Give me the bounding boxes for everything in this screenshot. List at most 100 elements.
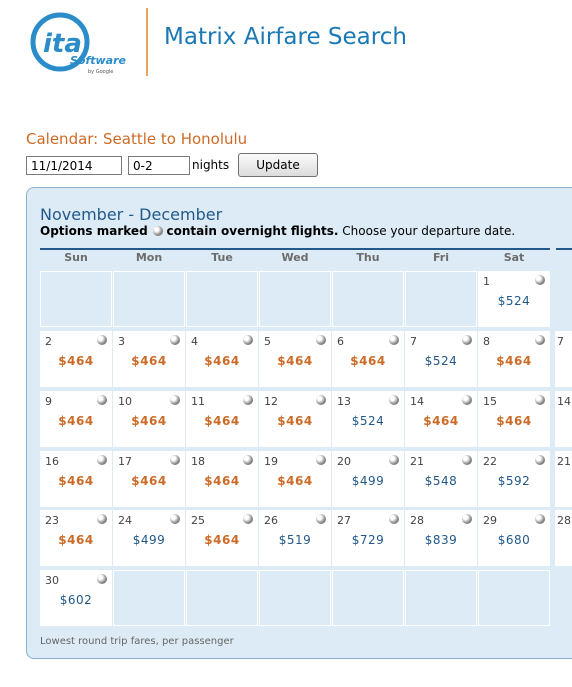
fare-footnote: Lowest round trip fares, per passenger xyxy=(40,636,234,647)
calendar-day-cell[interactable]: 14 $464 xyxy=(405,391,477,447)
fare-price-link[interactable]: $524 xyxy=(424,354,458,368)
fare-price-link[interactable]: $464 xyxy=(58,414,94,428)
fare-price-link[interactable]: $464 xyxy=(131,474,167,488)
fare-price-link[interactable]: $464 xyxy=(58,354,94,368)
calendar-day-cell[interactable]: 22 $592 xyxy=(478,451,550,507)
weekday-header: Sat xyxy=(503,251,525,264)
fare-price-link[interactable]: $519 xyxy=(278,533,312,547)
fare-price-link[interactable]: $464 xyxy=(496,414,532,428)
calendar-day-cell[interactable]: 30 $602 xyxy=(40,570,112,626)
fare-price-link[interactable]: $464 xyxy=(58,474,94,488)
fare-price-link[interactable]: $464 xyxy=(204,414,240,428)
calendar-day-cell[interactable]: 4 $464 xyxy=(186,331,258,387)
overnight-icon xyxy=(316,335,326,345)
fare-price-link[interactable]: $464 xyxy=(423,414,459,428)
fare-price-link[interactable]: $729 xyxy=(351,533,385,547)
day-number: 7 xyxy=(410,335,417,348)
fare-price-link[interactable]: $464 xyxy=(277,474,313,488)
fare-price-link[interactable]: $592 xyxy=(497,474,531,488)
next-month-day-cell[interactable]: 21 xyxy=(555,451,572,507)
calendar-day-cell[interactable]: 28 $839 xyxy=(405,510,477,566)
day-number: 16 xyxy=(45,455,59,468)
calendar-day-cell[interactable]: 13 $524 xyxy=(332,391,404,447)
fare-price-link[interactable]: $602 xyxy=(59,593,93,607)
day-number: 27 xyxy=(337,514,351,527)
overnight-icon xyxy=(170,455,180,465)
overnight-icon xyxy=(170,514,180,524)
calendar-day-cell[interactable]: 15 $464 xyxy=(478,391,550,447)
day-number: 14 xyxy=(410,395,424,408)
fare-price-link[interactable]: $499 xyxy=(351,474,385,488)
calendar-day-cell[interactable]: 5 $464 xyxy=(259,331,331,387)
fare-price-link[interactable]: $524 xyxy=(497,294,531,308)
departure-date-input[interactable] xyxy=(26,156,122,175)
calendar-day-cell[interactable]: 8 $464 xyxy=(478,331,550,387)
fare-price-link[interactable]: $839 xyxy=(424,533,458,547)
fare-price-link[interactable]: $464 xyxy=(496,354,532,368)
calendar-day-cell[interactable]: 23 $464 xyxy=(40,510,112,566)
day-number: 3 xyxy=(118,335,125,348)
update-button[interactable]: Update xyxy=(238,153,318,177)
empty-day-cell xyxy=(186,271,258,327)
day-number: 19 xyxy=(264,455,278,468)
weekday-header: Mon xyxy=(135,251,163,264)
fare-price-link[interactable]: $464 xyxy=(277,414,313,428)
overnight-icon xyxy=(389,455,399,465)
calendar-day-cell[interactable]: 10 $464 xyxy=(113,391,185,447)
calendar-day-cell[interactable]: 16 $464 xyxy=(40,451,112,507)
calendar-day-cell[interactable]: 19 $464 xyxy=(259,451,331,507)
overnight-icon xyxy=(97,335,107,345)
overnight-icon xyxy=(316,455,326,465)
fare-price-link[interactable]: $464 xyxy=(131,414,167,428)
overnight-icon xyxy=(243,335,253,345)
empty-day-cell xyxy=(259,271,331,327)
fare-price-link[interactable]: $464 xyxy=(204,354,240,368)
next-month-day-cell[interactable]: 28 xyxy=(555,510,572,566)
header-divider xyxy=(146,8,148,76)
calendar-day-cell[interactable]: 25 $464 xyxy=(186,510,258,566)
calendar-day-cell[interactable]: 24 $499 xyxy=(113,510,185,566)
calendar-day-cell[interactable]: 3 $464 xyxy=(113,331,185,387)
empty-day-cell xyxy=(405,271,477,327)
day-number: 7 xyxy=(557,335,564,348)
weekday-header: Thu xyxy=(356,251,380,264)
fare-price-link[interactable]: $680 xyxy=(497,533,531,547)
overnight-icon xyxy=(97,574,107,584)
fare-price-link[interactable]: $524 xyxy=(351,414,385,428)
fare-price-link[interactable]: $548 xyxy=(424,474,458,488)
calendar-day-cell[interactable]: 11 $464 xyxy=(186,391,258,447)
fare-price-link[interactable]: $464 xyxy=(350,354,386,368)
fare-price-link[interactable]: $499 xyxy=(132,533,166,547)
calendar-day-cell[interactable]: 18 $464 xyxy=(186,451,258,507)
calendar-day-cell[interactable]: 27 $729 xyxy=(332,510,404,566)
nights-input[interactable] xyxy=(128,156,190,175)
day-number: 21 xyxy=(557,455,571,468)
calendar-day-cell[interactable]: 7 $524 xyxy=(405,331,477,387)
fare-price-link[interactable]: $464 xyxy=(277,354,313,368)
calendar-day-cell[interactable]: 6 $464 xyxy=(332,331,404,387)
note-bold-2: contain overnight flights. xyxy=(166,224,339,238)
day-number: 22 xyxy=(483,455,497,468)
day-number: 10 xyxy=(118,395,132,408)
calendar-day-cell[interactable]: 21 $548 xyxy=(405,451,477,507)
next-month-day-cell[interactable]: 14 xyxy=(555,391,572,447)
day-number: 23 xyxy=(45,514,59,527)
calendar-day-cell[interactable]: 12 $464 xyxy=(259,391,331,447)
next-month-day-cell[interactable]: 7 xyxy=(555,331,572,387)
day-number: 15 xyxy=(483,395,497,408)
calendar-day-cell[interactable]: 1 $524 xyxy=(478,271,550,327)
overnight-icon xyxy=(535,335,545,345)
calendar-day-cell[interactable]: 26 $519 xyxy=(259,510,331,566)
fare-price-link[interactable]: $464 xyxy=(58,533,94,547)
calendar-day-cell[interactable]: 9 $464 xyxy=(40,391,112,447)
calendar-day-cell[interactable]: 29 $680 xyxy=(478,510,550,566)
calendar-day-cell[interactable]: 2 $464 xyxy=(40,331,112,387)
fare-price-link[interactable]: $464 xyxy=(204,533,240,547)
calendar-day-cell[interactable]: 17 $464 xyxy=(113,451,185,507)
empty-day-cell xyxy=(113,570,185,626)
day-number: 20 xyxy=(337,455,351,468)
fare-price-link[interactable]: $464 xyxy=(204,474,240,488)
calendar-day-cell[interactable]: 20 $499 xyxy=(332,451,404,507)
fare-price-link[interactable]: $464 xyxy=(131,354,167,368)
overnight-icon xyxy=(535,395,545,405)
